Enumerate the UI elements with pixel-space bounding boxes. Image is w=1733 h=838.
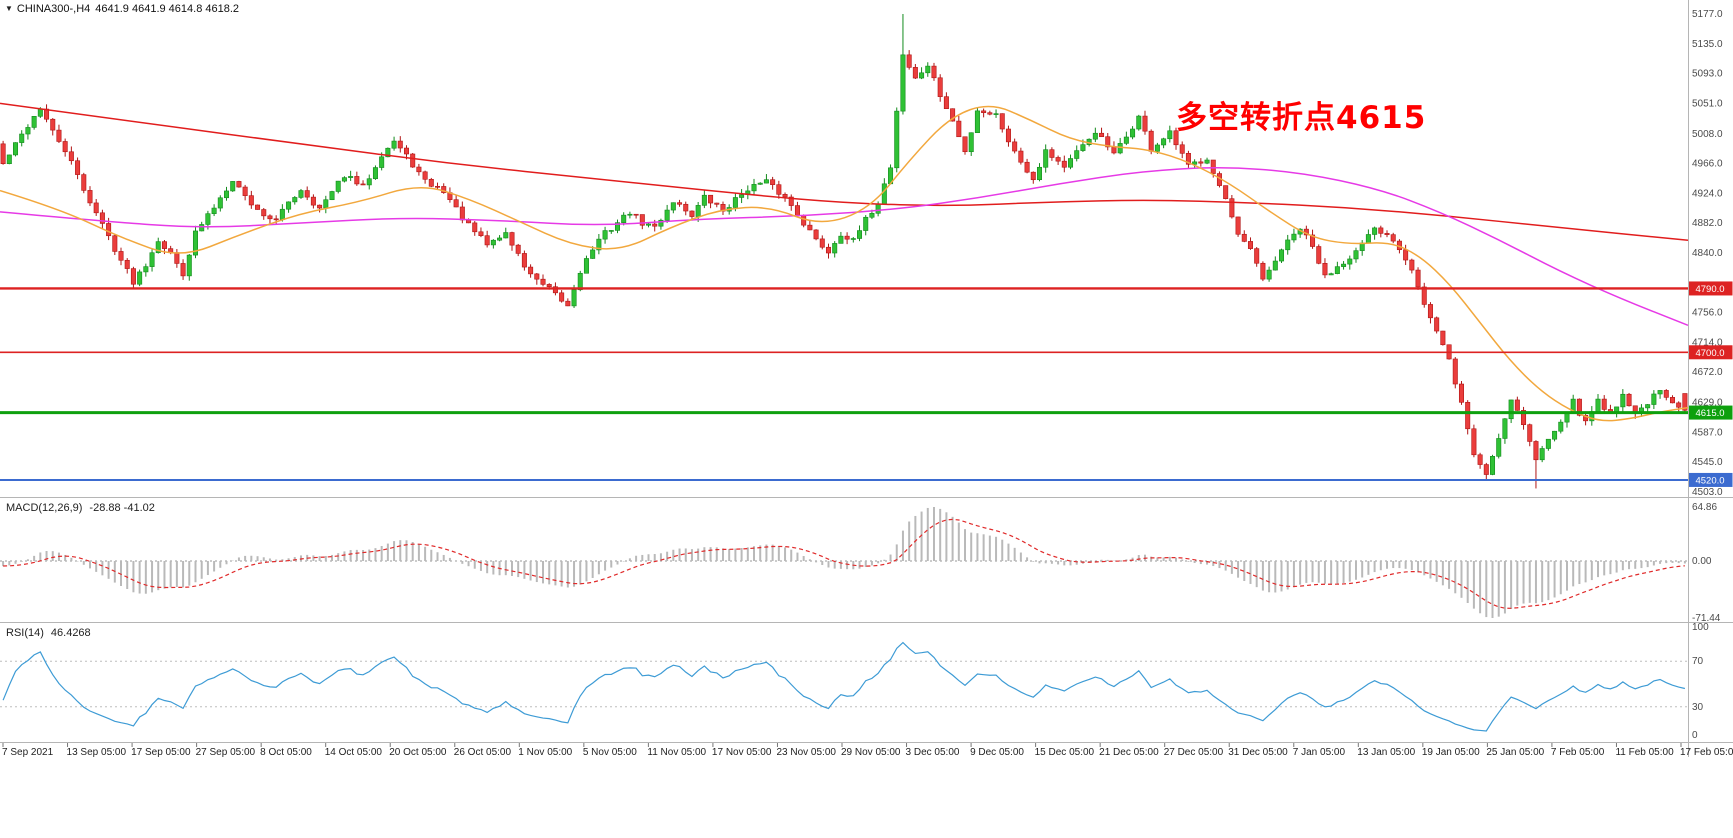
rsi-axis-labels: 100 70 30 0 xyxy=(1692,622,1709,741)
ma-slow-red[interactable] xyxy=(0,102,1689,241)
annotation-text: 多空转折点4615 xyxy=(1176,100,1427,136)
svg-text:15 Dec 05:00: 15 Dec 05:00 xyxy=(1035,747,1095,758)
rsi-level-lines xyxy=(0,660,1688,708)
svg-text:4790.0: 4790.0 xyxy=(1695,284,1724,295)
svg-text:7 Feb 05:00: 7 Feb 05:00 xyxy=(1551,747,1605,758)
candlesticks[interactable] xyxy=(0,14,1688,489)
svg-text:70: 70 xyxy=(1692,656,1704,667)
symbol-ohlc-values: 4641.9 4641.9 4614.8 4618.2 xyxy=(95,3,240,15)
svg-text:14 Oct 05:00: 14 Oct 05:00 xyxy=(325,747,383,758)
horizontal-lines[interactable] xyxy=(0,287,1688,481)
svg-text:64.86: 64.86 xyxy=(1692,502,1717,513)
svg-text:19 Jan 05:00: 19 Jan 05:00 xyxy=(1422,747,1480,758)
svg-text:4756.0: 4756.0 xyxy=(1692,308,1723,319)
rsi-indicator-label: RSI(14) 46.4268 xyxy=(6,627,91,639)
svg-text:0: 0 xyxy=(1692,730,1698,741)
svg-text:4840.0: 4840.0 xyxy=(1692,248,1723,259)
macd-signal-line xyxy=(3,518,1685,609)
svg-text:1 Nov 05:00: 1 Nov 05:00 xyxy=(518,747,572,758)
svg-text:11 Feb 05:00: 11 Feb 05:00 xyxy=(1615,747,1674,758)
svg-text:13 Sep 05:00: 13 Sep 05:00 xyxy=(67,747,127,758)
svg-text:26 Oct 05:00: 26 Oct 05:00 xyxy=(454,747,512,758)
svg-text:5008.0: 5008.0 xyxy=(1692,129,1723,140)
svg-text:5093.0: 5093.0 xyxy=(1692,69,1723,80)
symbol-dropdown-icon[interactable]: ▼ xyxy=(5,4,13,13)
svg-text:4714.0: 4714.0 xyxy=(1692,337,1723,348)
svg-text:4966.0: 4966.0 xyxy=(1692,159,1723,170)
rsi-value: 46.4268 xyxy=(50,627,91,639)
svg-text:25 Jan 05:00: 25 Jan 05:00 xyxy=(1486,747,1544,758)
svg-text:4545.0: 4545.0 xyxy=(1692,457,1723,468)
svg-text:4924.0: 4924.0 xyxy=(1692,188,1723,199)
svg-text:17 Nov 05:00: 17 Nov 05:00 xyxy=(712,747,772,758)
svg-text:27 Sep 05:00: 27 Sep 05:00 xyxy=(196,747,256,758)
svg-text:4503.0: 4503.0 xyxy=(1692,487,1723,498)
svg-text:7 Jan 05:00: 7 Jan 05:00 xyxy=(1293,747,1346,758)
svg-text:100: 100 xyxy=(1692,622,1709,633)
svg-text:20 Oct 05:00: 20 Oct 05:00 xyxy=(389,747,447,758)
macd-name: MACD(12,26,9) xyxy=(6,502,83,514)
svg-text:29 Nov 05:00: 29 Nov 05:00 xyxy=(841,747,901,758)
svg-text:4629.0: 4629.0 xyxy=(1692,398,1723,409)
svg-text:7 Sep 2021: 7 Sep 2021 xyxy=(2,747,54,758)
macd-axis-labels: 64.86 0.00 -71.44 xyxy=(1692,502,1721,624)
svg-text:17 Feb 05:00: 17 Feb 05:00 xyxy=(1680,747,1733,758)
svg-text:27 Dec 05:00: 27 Dec 05:00 xyxy=(1164,747,1224,758)
svg-text:8 Oct 05:00: 8 Oct 05:00 xyxy=(260,747,312,758)
ma-fast-orange[interactable] xyxy=(0,105,1689,422)
panel-separators xyxy=(0,497,1733,743)
macd-indicator-label: MACD(12,26,9) -28.88 -41.02 xyxy=(6,502,155,514)
macd-values: -28.88 -41.02 xyxy=(89,502,155,514)
svg-text:9 Dec 05:00: 9 Dec 05:00 xyxy=(970,747,1024,758)
svg-text:5 Nov 05:00: 5 Nov 05:00 xyxy=(583,747,637,758)
rsi-name: RSI(14) xyxy=(6,627,44,639)
svg-text:4700.0: 4700.0 xyxy=(1695,348,1724,359)
svg-text:17 Sep 05:00: 17 Sep 05:00 xyxy=(131,747,191,758)
price-tags: 4790.0 4700.0 4615.0 4520.0 xyxy=(1688,281,1733,487)
time-axis-labels[interactable]: 7 Sep 2021 13 Sep 05:00 17 Sep 05:00 27 Sep… xyxy=(2,743,1733,758)
svg-text:30: 30 xyxy=(1692,702,1704,713)
price-tag-4520.0 xyxy=(1688,472,1733,487)
ma-mid-magenta[interactable] xyxy=(0,167,1689,327)
macd-histogram xyxy=(2,507,1686,618)
svg-text:5051.0: 5051.0 xyxy=(1692,98,1723,109)
svg-text:0.00: 0.00 xyxy=(1692,556,1712,567)
svg-text:11 Nov 05:00: 11 Nov 05:00 xyxy=(647,747,706,758)
svg-text:23 Nov 05:00: 23 Nov 05:00 xyxy=(776,747,836,758)
price-tag-4790.0 xyxy=(1688,281,1733,296)
svg-text:4520.0: 4520.0 xyxy=(1695,475,1724,486)
svg-text:31 Dec 05:00: 31 Dec 05:00 xyxy=(1228,747,1288,758)
symbol-info: ▼ CHINA300-,H4 4641.9 4641.9 4614.8 4618.2 xyxy=(5,3,239,15)
price-tag-4700.0 xyxy=(1688,345,1733,360)
svg-text:13 Jan 05:00: 13 Jan 05:00 xyxy=(1357,747,1415,758)
svg-text:4587.0: 4587.0 xyxy=(1692,427,1723,438)
svg-text:-71.44: -71.44 xyxy=(1692,613,1721,624)
svg-text:5177.0: 5177.0 xyxy=(1692,9,1723,20)
svg-text:4615.0: 4615.0 xyxy=(1695,408,1724,419)
svg-text:3 Dec 05:00: 3 Dec 05:00 xyxy=(906,747,960,758)
svg-text:4672.0: 4672.0 xyxy=(1692,367,1723,378)
price-tag-4615.0 xyxy=(1688,405,1733,420)
rsi-line xyxy=(2,641,1686,732)
svg-text:21 Dec 05:00: 21 Dec 05:00 xyxy=(1099,747,1159,758)
price-axis-labels: 5177.0 5135.0 5093.0 5051.0 5008.0 4966.0 4924… xyxy=(1692,9,1723,498)
svg-text:4882.0: 4882.0 xyxy=(1692,218,1723,229)
svg-text:5135.0: 5135.0 xyxy=(1692,39,1723,50)
symbol-name: CHINA300-,H4 xyxy=(16,3,91,15)
